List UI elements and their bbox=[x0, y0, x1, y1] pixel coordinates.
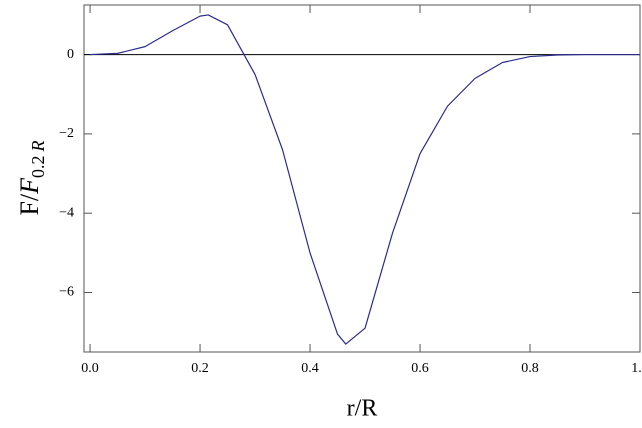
x-tick-label: 0.4 bbox=[301, 361, 319, 376]
y-tick-label: −2 bbox=[59, 126, 74, 141]
y-label-italic: F bbox=[15, 177, 44, 195]
y-tick-label: −6 bbox=[59, 285, 74, 300]
x-tick-label: 0.6 bbox=[411, 361, 429, 376]
frame bbox=[83, 4, 641, 353]
data-line bbox=[90, 14, 640, 345]
x-axis-label: r/R bbox=[347, 396, 378, 422]
x-tick-label: 0.2 bbox=[191, 361, 209, 376]
x-tick-label: 0.0 bbox=[81, 361, 99, 376]
y-label-sub-italic: R bbox=[28, 140, 48, 152]
x-tick-label: 1.0 bbox=[631, 361, 642, 376]
y-tick-label: −4 bbox=[59, 205, 74, 220]
y-tick-label: 0 bbox=[67, 47, 74, 62]
y-label-main: F/ bbox=[15, 193, 44, 215]
y-label-sub: 0.2 bbox=[28, 155, 48, 178]
y-axis-label: F/F0.2 R bbox=[15, 140, 48, 215]
x-tick-label: 0.8 bbox=[521, 361, 539, 376]
